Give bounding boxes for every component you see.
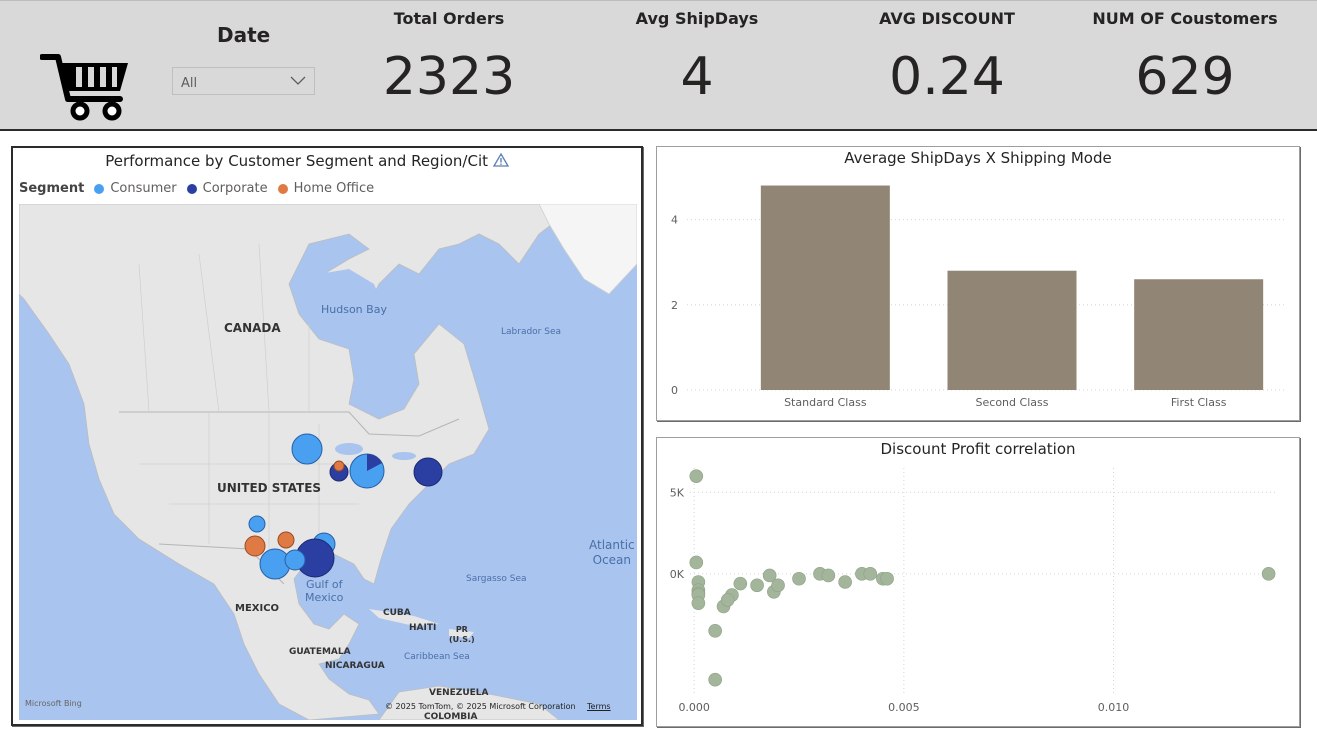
map-title: Performance by Customer Segment and Regi… xyxy=(0,152,621,170)
scatter-point[interactable] xyxy=(708,624,722,638)
scatter-chart-svg: 0.000 0.005 0.010 5K 0K xyxy=(670,468,1277,714)
shopping-cart-icon xyxy=(40,54,128,121)
scatter-point[interactable] xyxy=(689,555,704,570)
bar-chart-svg: 0 2 4 Standard Class Second Class First Class xyxy=(671,185,1287,409)
scatter-point[interactable] xyxy=(762,568,777,583)
bar-x-tick-label: First Class xyxy=(1171,396,1227,409)
map-label-united-states: UNITED STATES xyxy=(217,481,322,495)
header-bar: Date All Total Orders 2323 Avg ShipDays … xyxy=(0,0,1317,131)
kpi-num-customers-value: 629 xyxy=(1135,47,1235,107)
scatter-point[interactable] xyxy=(771,578,785,593)
map-label-nicaragua: NICARAGUA xyxy=(325,661,385,671)
kpi-num-customers-title: NUM OF Coustomers xyxy=(1092,9,1278,28)
map-label-sargasso-sea: Sargasso Sea xyxy=(466,574,527,584)
bar-y-tick-label: 4 xyxy=(671,214,678,227)
bar-chart-visual[interactable]: Average ShipDays X Shipping Mode 0 2 4 Stan… xyxy=(656,146,1300,421)
bar[interactable] xyxy=(760,185,890,390)
scatter-y-tick-label: 0K xyxy=(670,568,685,581)
map-label-pr: PR (U.S.) xyxy=(449,625,475,644)
map-label-gulf-of-mexico: Gulf of Mexico xyxy=(305,578,344,604)
legend-title: Segment xyxy=(19,181,85,196)
bar[interactable] xyxy=(947,270,1077,390)
scatter-chart-title: Discount Profit correlation xyxy=(880,440,1076,458)
map-label-mexico: MEXICO xyxy=(235,603,280,614)
map-label-labrador-sea: Labrador Sea xyxy=(501,327,562,337)
warning-icon[interactable] xyxy=(492,152,509,167)
kpi-avg-shipdays-value: 4 xyxy=(680,47,714,107)
scatter-point[interactable] xyxy=(689,469,704,483)
map-label-haiti: HAITI xyxy=(409,623,437,633)
date-filter-dropdown[interactable]: All xyxy=(172,67,315,95)
bar-chart-title: Average ShipDays X Shipping Mode xyxy=(844,149,1112,167)
scatter-point[interactable] xyxy=(821,568,836,583)
map-label-guatemala: GUATEMALA xyxy=(289,647,351,657)
legend-corporate-label[interactable]: Corporate xyxy=(202,181,268,196)
legend-consumer-dot xyxy=(94,183,105,194)
map-canvas[interactable]: CANADA Hudson Bay Labrador Sea UNITED ST… xyxy=(19,204,637,720)
scatter-point[interactable] xyxy=(733,576,748,591)
bar-x-tick-label: Second Class xyxy=(976,396,1049,409)
kpi-total-orders-value: 2323 xyxy=(382,47,516,107)
kpi-avg-discount-value: 0.24 xyxy=(889,47,1005,107)
map-basemap xyxy=(19,204,637,720)
map-label-atlantic-ocean: Atlantic Ocean xyxy=(589,538,635,567)
scatter-point[interactable] xyxy=(691,596,706,610)
scatter-point[interactable] xyxy=(863,567,878,581)
bar-y-tick-label: 2 xyxy=(671,299,678,312)
map-bubble[interactable] xyxy=(277,531,295,549)
legend-consumer-label[interactable]: Consumer xyxy=(110,181,177,196)
kpi-total-orders-title: Total Orders xyxy=(393,9,505,28)
kpi-avg-shipdays-title: Avg ShipDays xyxy=(635,9,759,28)
scatter-point[interactable] xyxy=(750,578,764,593)
kpi-avg-discount-title: AVG DISCOUNT xyxy=(879,9,1015,28)
map-title-text: Performance by Customer Segment and Regi… xyxy=(105,152,489,170)
scatter-y-tick-label: 5K xyxy=(670,486,685,499)
map-label-caribbean-sea: Caribbean Sea xyxy=(404,652,470,662)
scatter-point[interactable] xyxy=(880,571,894,586)
legend-home-office-label[interactable]: Home Office xyxy=(293,181,375,196)
date-filter-label: Date xyxy=(217,23,271,47)
bar-x-tick-label: Standard Class xyxy=(784,396,867,409)
scatter-x-tick-label: 0.000 xyxy=(678,701,710,714)
bing-logo: Microsoft Bing xyxy=(25,699,82,708)
map-terms-link[interactable]: Terms xyxy=(587,702,611,711)
scatter-point[interactable] xyxy=(792,571,806,586)
map-bubble[interactable] xyxy=(244,535,266,557)
scatter-chart-visual[interactable]: Discount Profit correlation 0.000 0.005 0.… xyxy=(656,437,1300,727)
map-bubbles xyxy=(244,433,443,580)
map-copyright: © 2025 TomTom, © 2025 Microsoft Corporat… xyxy=(385,702,576,711)
map-label-hudson-bay: Hudson Bay xyxy=(321,303,387,316)
map-bubble[interactable] xyxy=(248,515,266,533)
scatter-point[interactable] xyxy=(1261,567,1276,581)
scatter-x-tick-label: 0.005 xyxy=(888,701,920,714)
date-filter-value: All xyxy=(181,75,198,91)
scatter-point[interactable] xyxy=(708,672,722,687)
chevron-down-icon xyxy=(290,76,306,85)
bar-y-tick-label: 0 xyxy=(671,384,678,397)
scatter-x-tick-label: 0.010 xyxy=(1098,701,1130,714)
legend-corporate-dot xyxy=(186,183,197,194)
bar[interactable] xyxy=(1134,279,1264,390)
legend-home-office-dot xyxy=(277,183,288,194)
map-bubble[interactable] xyxy=(291,433,323,465)
map-bubble-slice[interactable] xyxy=(367,454,382,471)
scatter-point[interactable] xyxy=(838,575,852,589)
scatter-point[interactable] xyxy=(720,593,735,607)
map-legend: Segment Consumer Corporate Home Office xyxy=(19,181,374,196)
map-visual[interactable]: Performance by Customer Segment and Regi… xyxy=(11,146,643,726)
map-label-colombia: COLOMBIA xyxy=(424,712,478,720)
map-label-canada: CANADA xyxy=(224,321,281,335)
map-label-venezuela: VENEZUELA xyxy=(429,688,489,698)
map-bubble[interactable] xyxy=(413,457,443,487)
map-bubble[interactable] xyxy=(284,549,306,571)
map-label-cuba: CUBA xyxy=(383,608,411,618)
map-bubble[interactable] xyxy=(333,460,345,472)
